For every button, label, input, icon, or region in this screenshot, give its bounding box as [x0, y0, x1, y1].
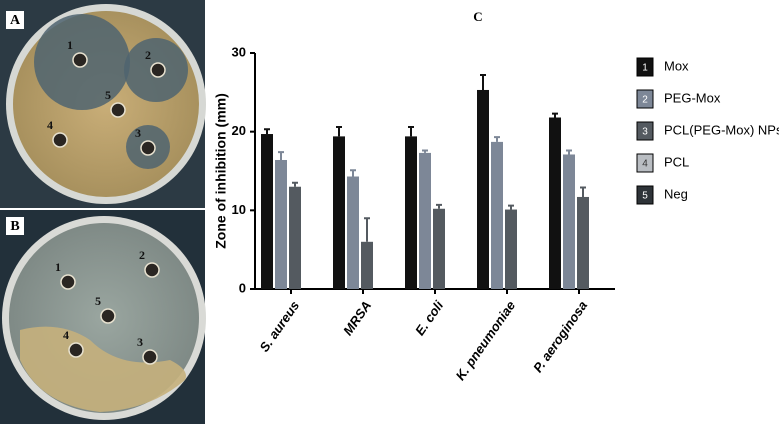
legend-label: PEG-Mox [664, 90, 721, 105]
error-bar [566, 149, 572, 155]
legend-label: Neg [664, 186, 688, 201]
bar [549, 117, 561, 289]
y-tick-label: 10 [232, 202, 246, 217]
legend-label: PCL(PEG-Mox) NPs [664, 122, 779, 137]
legend-marker: 4 [642, 159, 648, 170]
error-bar [350, 169, 356, 177]
x-tick-label: K. pneumoniae [453, 298, 519, 383]
legend-label: Mox [664, 58, 689, 73]
error-bar [422, 149, 428, 153]
y-tick-label: 20 [232, 123, 246, 138]
well-number: 3 [137, 335, 143, 349]
error-bar [436, 203, 442, 209]
y-tick-label: 30 [232, 44, 246, 59]
bar [261, 134, 273, 289]
legend-marker: 1 [642, 63, 648, 74]
x-tick-label: E. coli [412, 298, 446, 338]
legend-swatch [636, 89, 654, 109]
legend-swatch [636, 121, 654, 141]
error-bar [292, 181, 298, 187]
panel-label: A [10, 13, 21, 28]
legend-swatch [636, 57, 654, 77]
well-number: 3 [135, 126, 141, 140]
bar [333, 136, 345, 289]
error-bar [480, 74, 486, 90]
well [142, 349, 158, 365]
legend-swatch [636, 153, 654, 173]
error-bar [508, 204, 514, 210]
well-number: 2 [145, 48, 151, 62]
legend-swatch [636, 185, 654, 205]
error-bar [264, 128, 270, 135]
well [140, 140, 156, 156]
well [150, 62, 166, 78]
well-number: 5 [95, 294, 101, 308]
bar [361, 241, 373, 289]
bacterial-lawn [20, 326, 186, 412]
bar [289, 186, 301, 289]
error-bar [494, 136, 500, 142]
well-number: 2 [139, 248, 145, 262]
well [144, 262, 160, 278]
error-bar [552, 112, 558, 118]
legend-label: PCL [664, 154, 689, 169]
error-bar [408, 125, 414, 137]
legend-marker: 5 [642, 191, 648, 202]
panel-label: B [10, 219, 19, 234]
error-bar [364, 217, 370, 242]
bar [275, 159, 287, 289]
panel-label: C [473, 9, 482, 24]
well-number: 5 [105, 88, 111, 102]
well [110, 102, 126, 118]
error-bar [580, 186, 586, 197]
bar [347, 176, 359, 289]
panel-label-box [6, 217, 24, 235]
y-tick-label: 0 [239, 280, 246, 295]
well [52, 132, 68, 148]
well [100, 308, 116, 324]
x-tick-label: S. aureus [256, 298, 302, 355]
bar [563, 154, 575, 289]
bar [477, 89, 489, 290]
y-axis-label: Zone of inhibition (mm) [213, 93, 229, 249]
well-number: 1 [67, 38, 73, 52]
x-tick-label: MRSA [340, 298, 374, 338]
legend-marker: 3 [642, 127, 648, 138]
bar [577, 196, 589, 289]
panel-label-box [6, 11, 24, 29]
well-number: 4 [63, 328, 69, 342]
well [60, 274, 76, 290]
bar [505, 209, 517, 289]
legend-marker: 2 [642, 95, 648, 106]
error-bar [336, 125, 342, 137]
bar [491, 141, 503, 289]
bar [405, 136, 417, 289]
x-tick-label: P. aeroginosa [530, 298, 590, 375]
well-number: 4 [47, 118, 53, 132]
well [72, 52, 88, 68]
error-bar [278, 151, 284, 160]
bar [433, 208, 445, 289]
well-number: 1 [55, 260, 61, 274]
well [68, 342, 84, 358]
bar [419, 152, 431, 289]
